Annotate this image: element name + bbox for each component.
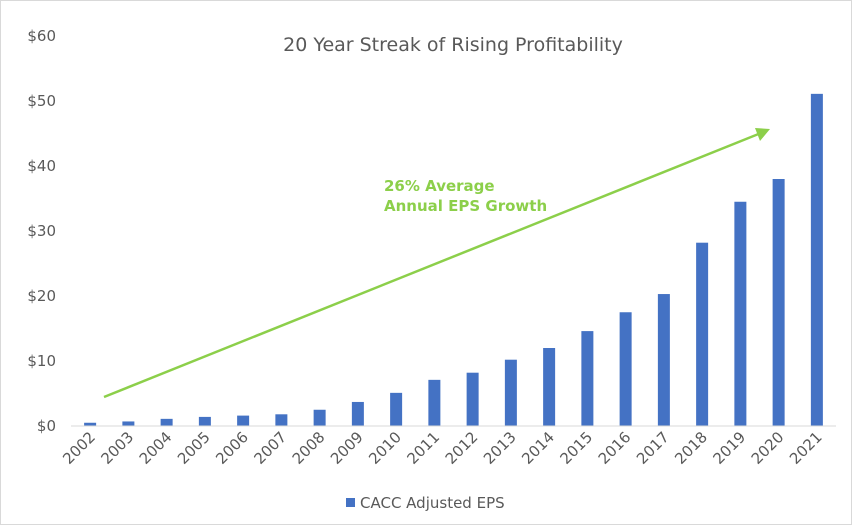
legend: CACC Adjusted EPS [346, 494, 505, 512]
bar [160, 418, 173, 426]
bar [734, 201, 747, 426]
bar [504, 359, 517, 426]
bar [619, 312, 632, 426]
bar [313, 409, 326, 426]
annotation-line-1: 26% Average [384, 177, 495, 195]
bar [466, 372, 479, 426]
y-tick-label: $0 [37, 417, 56, 435]
y-tick-label: $40 [27, 157, 56, 175]
x-tick-label: 2012 [442, 428, 482, 468]
x-tick-label: 2018 [671, 428, 711, 468]
bar [772, 179, 785, 426]
x-tick-label: 2020 [748, 428, 788, 468]
bar [657, 294, 670, 426]
x-tick-label: 2015 [556, 428, 596, 468]
x-tick-label: 2002 [59, 428, 99, 468]
y-tick-label: $60 [27, 27, 56, 45]
x-axis: 2002200320042005200620072008200920102011… [59, 425, 836, 468]
x-tick-label: 2014 [518, 428, 558, 468]
bar [696, 242, 709, 426]
x-tick-label: 2010 [365, 428, 405, 468]
x-tick-label: 2013 [480, 428, 520, 468]
bar [275, 414, 288, 426]
x-tick-label: 2007 [250, 428, 290, 468]
chart-title: 20 Year Streak of Rising Profitability [283, 34, 623, 56]
legend-label: CACC Adjusted EPS [360, 494, 505, 512]
x-tick-label: 2017 [633, 428, 673, 468]
x-tick-label: 2005 [174, 428, 214, 468]
y-tick-label: $50 [27, 92, 56, 110]
x-tick-label: 2009 [327, 428, 367, 468]
x-tick-label: 2019 [709, 428, 749, 468]
bar [581, 331, 594, 426]
y-tick-label: $10 [27, 352, 56, 370]
bar [237, 415, 250, 426]
x-tick-label: 2016 [595, 428, 635, 468]
trend-arrow-head [755, 128, 770, 141]
x-tick-label: 2006 [212, 428, 252, 468]
bar [543, 348, 556, 426]
bar [390, 392, 403, 426]
growth-annotation: 26% Average Annual EPS Growth [103, 128, 770, 399]
bar [198, 416, 211, 426]
bar [84, 422, 97, 426]
annotation-line-2: Annual EPS Growth [384, 197, 547, 215]
x-tick-label: 2011 [403, 428, 443, 468]
bar [351, 401, 364, 426]
trend-arrow [103, 131, 762, 399]
bar [122, 421, 135, 426]
y-tick-label: $20 [27, 287, 56, 305]
bar [428, 379, 441, 426]
x-tick-label: 2003 [97, 428, 137, 468]
legend-swatch [346, 498, 355, 507]
bar [810, 93, 823, 426]
y-axis: $0 $10 $20 $30 $40 $50 $60 [27, 27, 56, 435]
y-tick-label: $30 [27, 222, 56, 240]
x-tick-label: 2004 [136, 428, 176, 468]
x-tick-label: 2021 [786, 428, 826, 468]
x-tick-label: 2008 [289, 428, 329, 468]
bars-group [84, 93, 823, 426]
